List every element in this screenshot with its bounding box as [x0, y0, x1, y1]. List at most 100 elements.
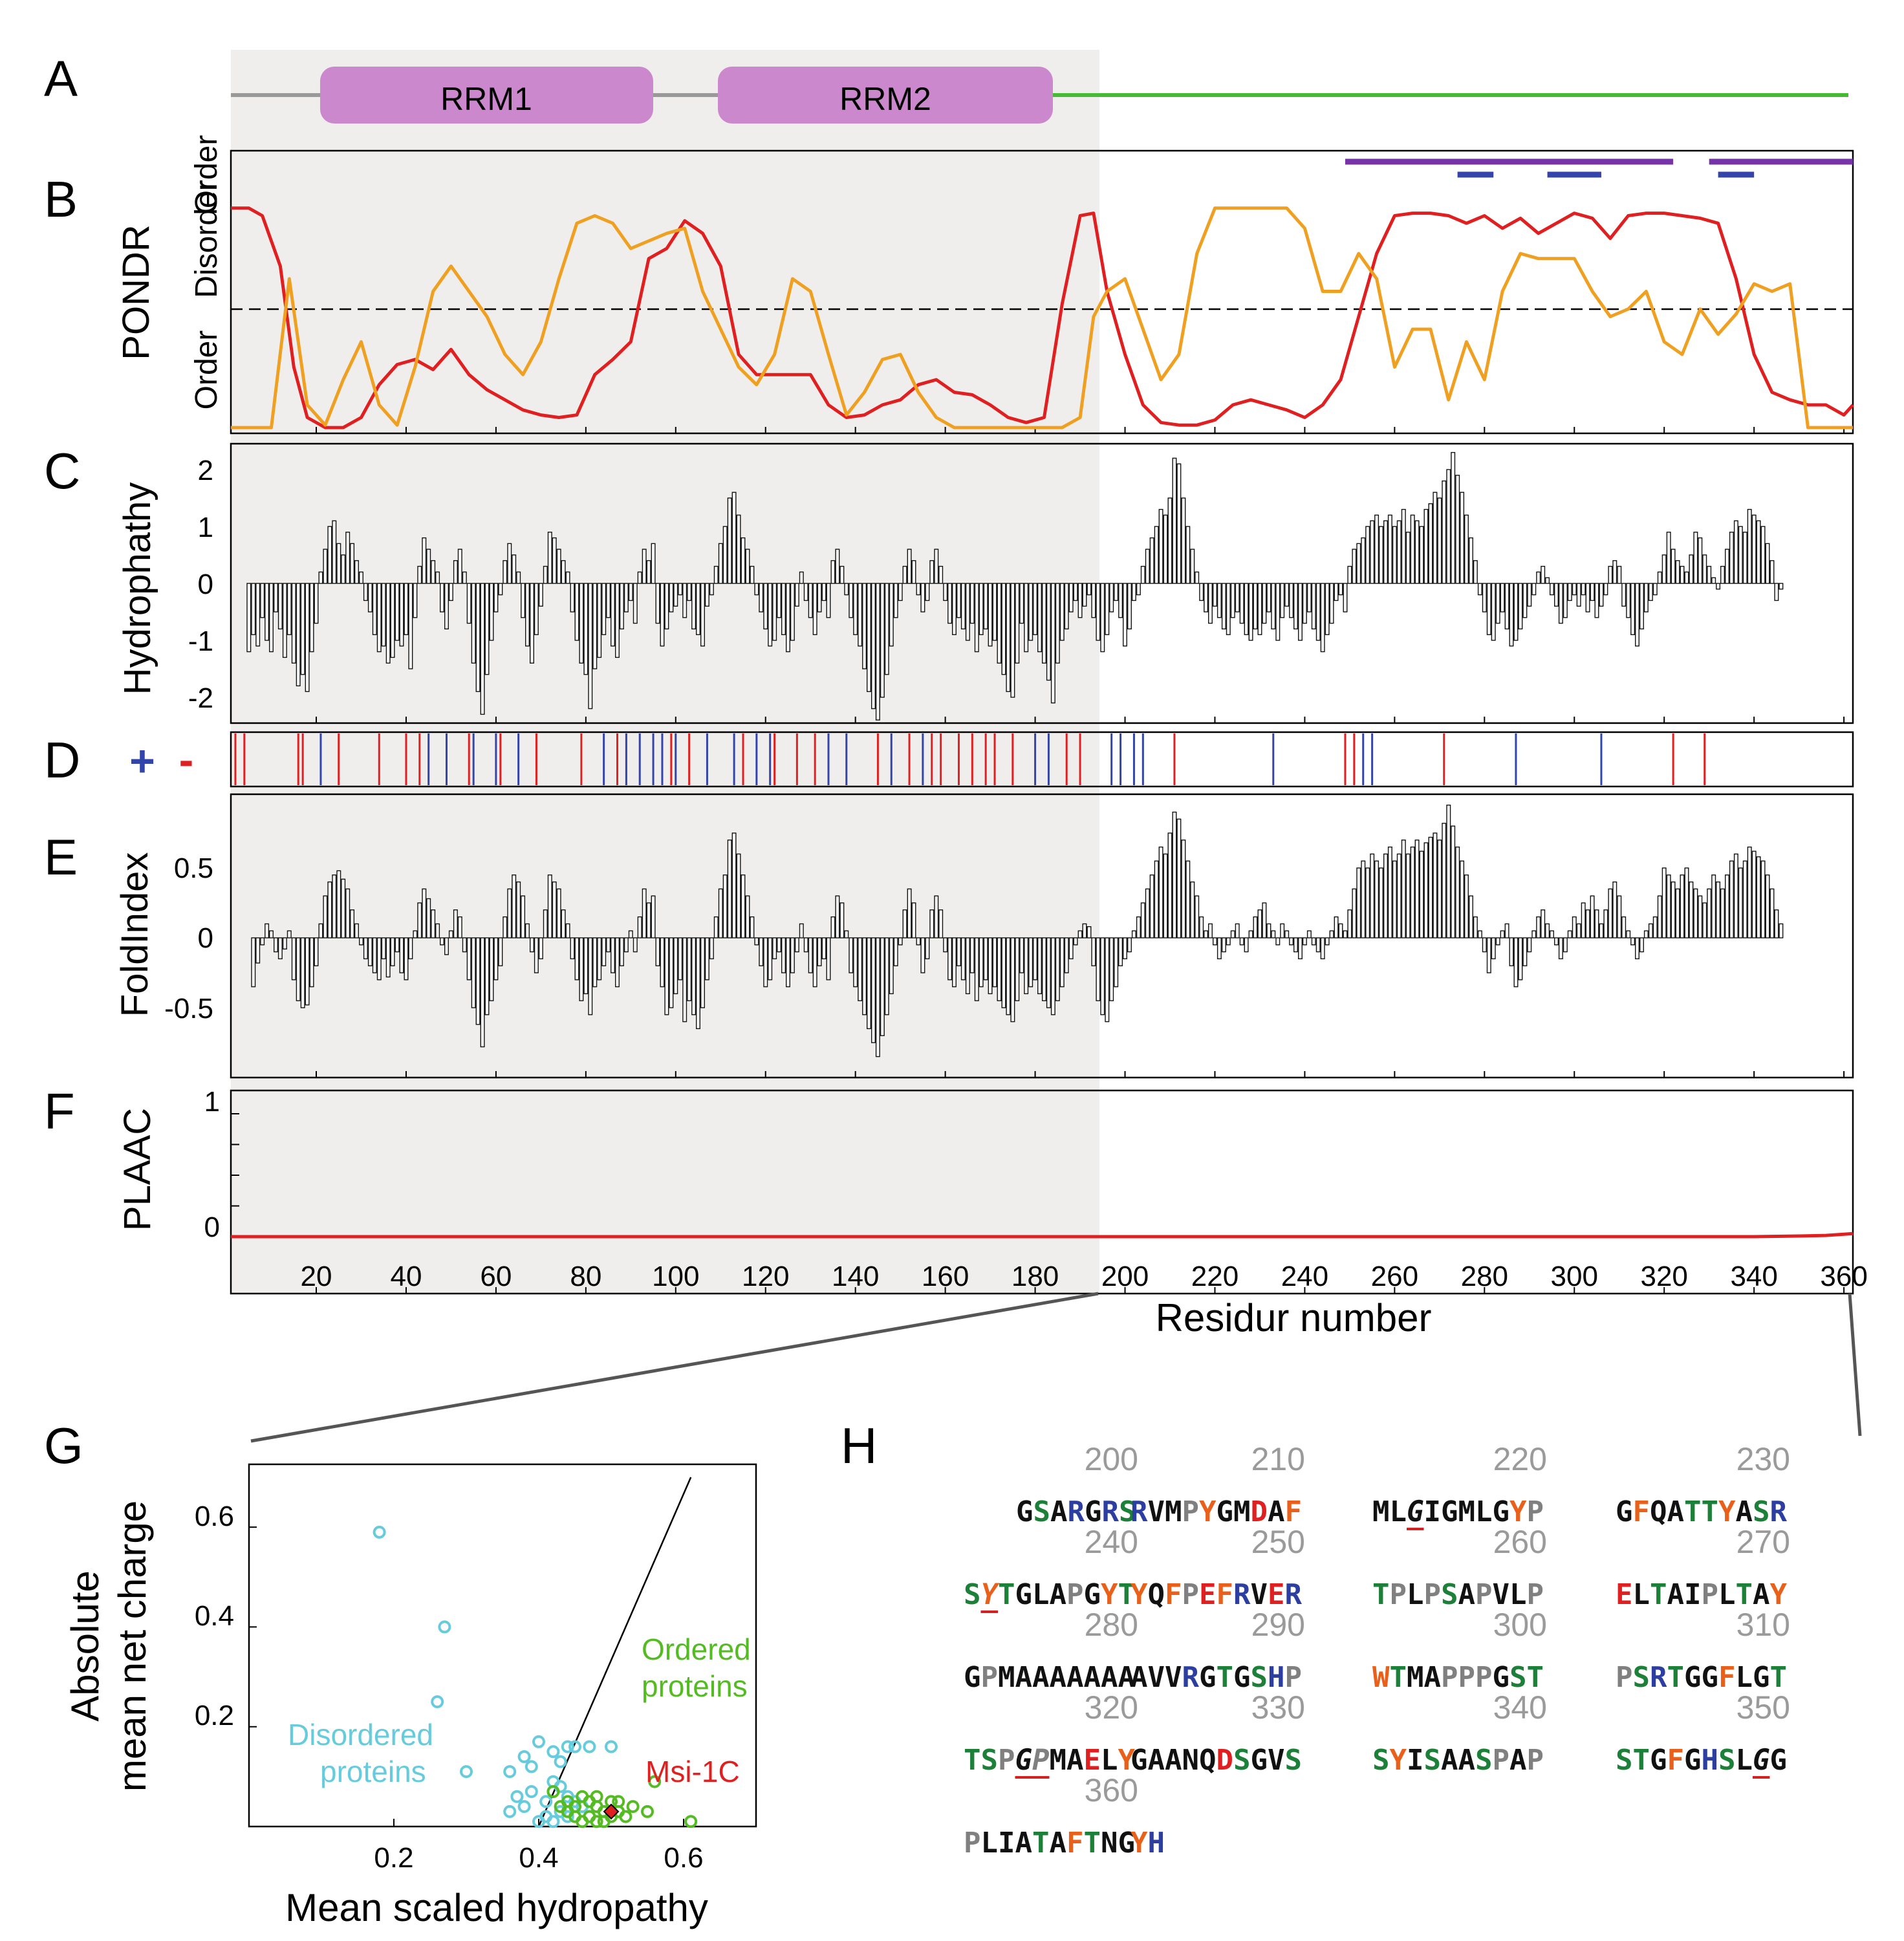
- foldindex-bar: [695, 937, 700, 1030]
- foldindex-bar: [1297, 937, 1303, 960]
- hydropathy-bar: [1711, 577, 1716, 584]
- foldindex-bar: [1751, 851, 1757, 938]
- hydropathy-bar: [1306, 583, 1312, 613]
- residue-number: 350: [1736, 1689, 1790, 1726]
- hydropathy-bar: [880, 583, 885, 698]
- foldindex-bar: [574, 937, 579, 981]
- hydropathy-bar: [1464, 514, 1469, 584]
- hydropathy-bar: [862, 583, 867, 669]
- foldindex-bar: [763, 937, 768, 988]
- foldindex-bar: [1428, 836, 1433, 938]
- hydropathy-bar: [925, 583, 930, 602]
- residue: P: [964, 1827, 981, 1860]
- hydropathy-bar: [799, 571, 804, 584]
- residue: H: [1268, 1661, 1285, 1694]
- foldindex-bar: [493, 937, 499, 981]
- residue: A: [1441, 1744, 1458, 1777]
- hydropathy-bar: [345, 532, 351, 584]
- hydropathy-bar: [979, 583, 984, 635]
- hydropathy-bar: [1207, 583, 1213, 624]
- foldindex-bar: [673, 937, 678, 995]
- residue: L: [1735, 1661, 1753, 1694]
- hydropathy-bar: [431, 560, 436, 584]
- foldindex-bar: [1518, 937, 1523, 981]
- residue: Y: [980, 1578, 999, 1611]
- foldindex-bar: [1361, 860, 1366, 938]
- foldindex-bar: [1347, 909, 1352, 938]
- hydropathy-bar: [489, 583, 494, 641]
- residue: S: [1718, 1744, 1736, 1777]
- hydropathy-bar: [1154, 526, 1159, 584]
- charge-frame: [230, 731, 1854, 788]
- residue: P: [1284, 1661, 1303, 1694]
- foldindex-bar: [1504, 923, 1509, 938]
- foldindex-bar: [979, 937, 984, 988]
- foldindex-bar: [318, 923, 323, 938]
- foldindex-bar: [1639, 937, 1644, 953]
- foldindex-bar: [664, 937, 669, 1015]
- hydropathy-bar: [1109, 583, 1114, 613]
- disordered-point: [517, 1800, 531, 1814]
- x-tick-label: 20: [301, 1261, 332, 1292]
- foldindex-bar: [974, 937, 979, 1001]
- residue: G: [1216, 1495, 1234, 1528]
- residue: R: [1650, 1661, 1667, 1694]
- residue: M: [1407, 1661, 1424, 1694]
- foldindex-bar: [1010, 937, 1015, 1023]
- foldindex-bar: [1630, 937, 1636, 946]
- hydropathy-bar: [498, 583, 503, 596]
- fi-ytick: 0: [198, 922, 213, 954]
- hydropathy-bar: [327, 526, 332, 584]
- hydropathy-bar: [1599, 583, 1604, 607]
- charge-minus-label: -: [179, 735, 194, 785]
- hydropathy-bar: [493, 583, 499, 613]
- residue: A: [1165, 1744, 1182, 1777]
- hydropathy-bar: [440, 583, 444, 613]
- foldindex-bar: [1738, 867, 1743, 938]
- foldindex-bar: [1028, 937, 1033, 988]
- foldindex-bar: [893, 937, 898, 966]
- foldindex-bar: [925, 937, 930, 960]
- residue: N: [1182, 1744, 1200, 1777]
- g-ylabel-line1: Absolute: [63, 1570, 107, 1722]
- hydropathy-bar: [1473, 560, 1478, 584]
- hydropathy-bar: [1756, 520, 1761, 584]
- hydropathy-bar: [309, 583, 314, 653]
- foldindex-bar: [592, 937, 598, 988]
- residue: G: [1118, 1827, 1136, 1860]
- hydropathy-bar: [1585, 583, 1590, 613]
- ordered-point: [590, 1790, 603, 1803]
- hydropathy-bar: [1549, 583, 1554, 596]
- hydropathy-bar: [475, 583, 481, 692]
- foldindex-bar: [1096, 937, 1101, 1001]
- foldindex-bar: [731, 832, 737, 938]
- hydropathy-bar: [1621, 583, 1627, 607]
- residue: G: [1492, 1495, 1510, 1528]
- foldindex-bar: [700, 937, 705, 1008]
- hydropathy-bar: [1361, 537, 1366, 584]
- residue: T: [1684, 1495, 1702, 1528]
- foldindex-bar: [1716, 881, 1721, 938]
- residue: S: [964, 1578, 981, 1611]
- hydropathy-bar: [453, 560, 458, 584]
- foldindex-bar: [768, 937, 773, 981]
- foldindex-bar: [597, 937, 602, 981]
- residue: G: [1085, 1495, 1102, 1528]
- foldindex-bar: [623, 937, 629, 953]
- hydropathy-bar: [997, 583, 1002, 664]
- hydropathy-bar: [282, 583, 287, 658]
- hydropathy-bar: [1293, 583, 1298, 630]
- residue: R: [1233, 1578, 1251, 1611]
- hydropathy-bar: [974, 583, 979, 653]
- foldindex-bar: [426, 898, 431, 938]
- x-tick-label: 80: [570, 1261, 601, 1292]
- hydropathy-bar: [516, 571, 521, 584]
- hydropathy-bar: [1181, 497, 1186, 584]
- foldindex-bar: [745, 895, 750, 938]
- hydropathy-bar: [597, 583, 602, 658]
- hydropathy-bar: [633, 583, 638, 624]
- hyd-ytick: 1: [198, 512, 213, 543]
- hydropathy-bar: [929, 560, 935, 584]
- boundary-line: [537, 1477, 692, 1827]
- g-xlabel: Mean scaled hydropathy: [285, 1886, 708, 1929]
